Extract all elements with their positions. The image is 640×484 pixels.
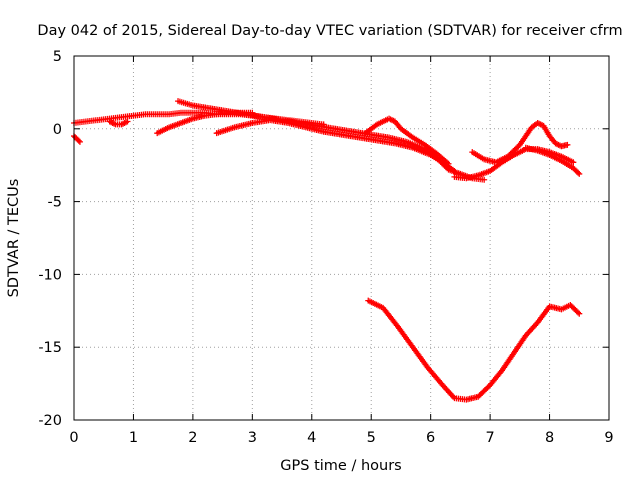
grid-lines <box>74 56 609 420</box>
series-track-e <box>175 98 488 183</box>
plot-frame <box>73 55 610 421</box>
series-track-c <box>106 118 131 128</box>
y-tick-label: 0 <box>53 122 62 138</box>
data-point <box>570 159 577 166</box>
data-point <box>124 118 131 125</box>
x-tick-label: 2 <box>188 430 197 446</box>
series-track-b <box>71 133 83 145</box>
series-track-i <box>469 119 571 166</box>
data-point <box>576 310 583 317</box>
data-point <box>576 170 583 177</box>
y-tick-label: 5 <box>53 49 62 65</box>
series-track-j <box>522 144 583 177</box>
x-tick-label: 6 <box>426 430 435 446</box>
data-point <box>481 176 488 183</box>
data-point <box>76 138 83 145</box>
x-tick-label: 4 <box>307 430 316 446</box>
y-axis-label: SDTVAR / TECUs <box>6 179 22 298</box>
series-track-g <box>362 115 452 167</box>
x-tick-label: 1 <box>129 430 138 446</box>
x-tick-label: 8 <box>545 430 554 446</box>
y-tick-label: -5 <box>48 195 62 211</box>
data-point <box>575 309 582 316</box>
x-tick-label: 0 <box>69 430 78 446</box>
data-point <box>564 141 571 148</box>
data-series <box>71 98 583 403</box>
x-axis-label: GPS time / hours <box>280 458 401 474</box>
x-tick-label: 7 <box>485 430 494 446</box>
data-point <box>575 169 582 176</box>
x-tick-label: 9 <box>604 430 613 446</box>
axis-ticks: 0 1 2 3 4 5 6 7 8 9 5 0 -5 -10 -15 -20 <box>38 49 613 446</box>
data-point <box>75 137 82 144</box>
x-tick-label: 5 <box>367 430 376 446</box>
data-point <box>451 168 458 175</box>
y-tick-label: -15 <box>38 340 62 356</box>
data-point <box>445 160 452 167</box>
series-track-k <box>365 297 583 403</box>
x-tick-label: 3 <box>248 430 257 446</box>
chart-title: Day 042 of 2015, Sidereal Day-to-day VTE… <box>37 23 622 39</box>
y-tick-label: -20 <box>38 413 62 429</box>
y-tick-label: -10 <box>38 267 62 283</box>
